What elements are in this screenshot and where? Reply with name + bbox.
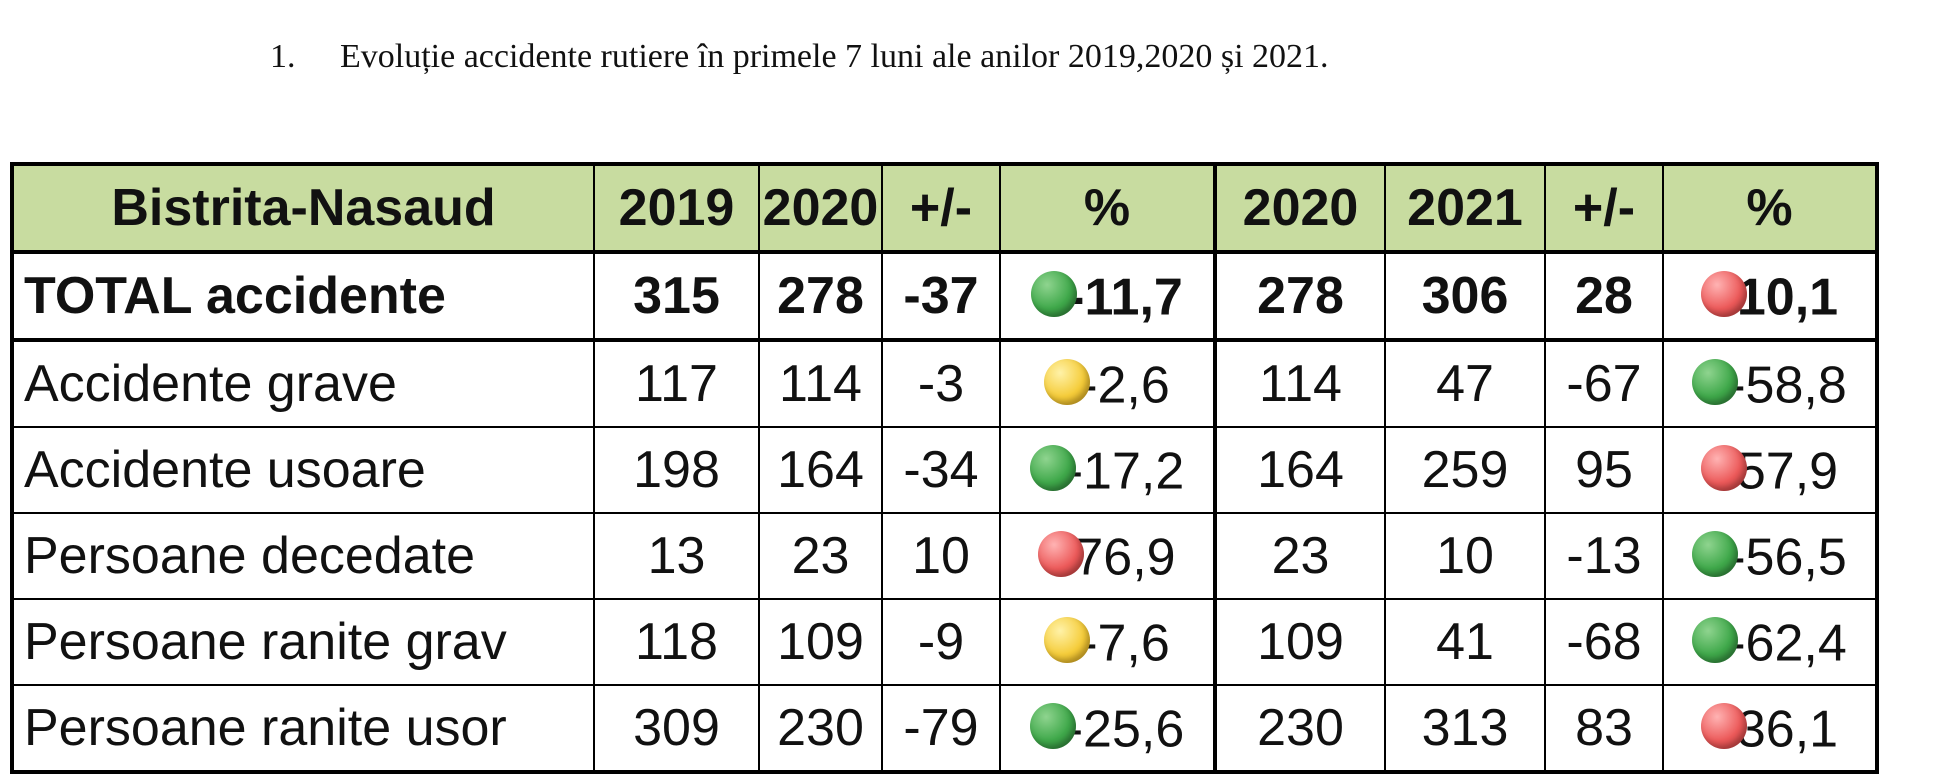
value-2019: 13: [593, 512, 760, 600]
value-2020-a: 164: [758, 426, 883, 514]
percent-value: 10,1: [1736, 268, 1839, 327]
table-row: TOTAL accidente 315 278 -37 -11,7 278 306 28 10,…: [11, 251, 1878, 342]
row-label: Accidente grave: [11, 339, 595, 428]
percent-a: -17,2: [999, 426, 1217, 514]
header-year-2021: 2021: [1384, 163, 1546, 254]
yellow-indicator-icon: [1044, 616, 1091, 663]
percent-value: -25,6: [1065, 700, 1185, 759]
header-year-2020-a: 2020: [758, 163, 883, 254]
red-indicator-icon: [1700, 270, 1747, 317]
green-indicator-icon: [1692, 358, 1739, 405]
header-diff-a: +/-: [881, 163, 1001, 254]
table-row: Accidente grave 117 114 -3 -2,6 114 47 -67 -58,8: [11, 339, 1878, 428]
percent-b: 10,1: [1662, 251, 1878, 342]
value-2021: 10: [1384, 512, 1546, 600]
percent-b: 57,9: [1662, 426, 1878, 514]
table-header-row: Bistrita-Nasaud 2019 2020 +/- % 2020 202…: [11, 163, 1878, 254]
percent-a: -25,6: [999, 684, 1217, 773]
diff-b: -13: [1544, 512, 1664, 600]
percent-value: -7,6: [1080, 614, 1170, 673]
percent-b: -62,4: [1662, 598, 1878, 686]
value-2020-b: 164: [1214, 426, 1386, 514]
value-2020-a: 230: [758, 684, 883, 773]
percent-value: -17,2: [1065, 442, 1185, 501]
heading-text: Evoluție accidente rutiere în primele 7 …: [340, 38, 1329, 75]
value-2019: 315: [593, 251, 760, 342]
percent-value: -56,5: [1728, 528, 1847, 587]
table-row: Persoane ranite usor 309 230 -79 -25,6 230 313…: [11, 684, 1878, 773]
percent-value: -11,7: [1067, 268, 1183, 327]
percent-a: 76,9: [999, 512, 1217, 600]
percent-value: 36,1: [1736, 700, 1839, 759]
table-row: Accidente usoare 198 164 -34 -17,2 164 259 95 57…: [11, 426, 1878, 514]
diff-b: 95: [1544, 426, 1664, 514]
diff-b: -68: [1544, 598, 1664, 686]
percent-a: -11,7: [999, 251, 1217, 342]
value-2020-a: 278: [758, 251, 883, 342]
value-2019: 198: [593, 426, 760, 514]
diff-a: 10: [881, 512, 1001, 600]
accidents-table: Bistrita-Nasaud 2019 2020 +/- % 2020 202…: [10, 162, 1879, 774]
percent-value: -58,8: [1728, 356, 1847, 415]
table-row: Persoane decedate 13 23 10 76,9 23 10 -13 -56,5: [11, 512, 1878, 600]
percent-b: -56,5: [1662, 512, 1878, 600]
percent-value: -2,6: [1080, 356, 1170, 415]
red-indicator-icon: [1700, 444, 1747, 491]
header-county: Bistrita-Nasaud: [11, 163, 595, 254]
percent-value: 76,9: [1074, 528, 1176, 587]
red-indicator-icon: [1038, 530, 1085, 577]
header-year-2019: 2019: [593, 163, 760, 254]
green-indicator-icon: [1031, 270, 1078, 317]
value-2020-b: 114: [1214, 339, 1386, 428]
red-indicator-icon: [1700, 702, 1747, 749]
diff-a: -3: [881, 339, 1001, 428]
diff-a: -79: [881, 684, 1001, 773]
header-year-2020-b: 2020: [1214, 163, 1386, 254]
value-2020-b: 230: [1214, 684, 1386, 773]
diff-a: -37: [881, 251, 1001, 342]
percent-b: 36,1: [1662, 684, 1878, 773]
value-2021: 41: [1384, 598, 1546, 686]
diff-b: 28: [1544, 251, 1664, 342]
header-percent-b: %: [1662, 163, 1878, 254]
row-label: Persoane ranite grav: [11, 598, 595, 686]
value-2020-a: 114: [758, 339, 883, 428]
value-2021: 47: [1384, 339, 1546, 428]
value-2021: 306: [1384, 251, 1546, 342]
percent-value: 57,9: [1736, 442, 1839, 501]
row-label: Accidente usoare: [11, 426, 595, 514]
diff-a: -9: [881, 598, 1001, 686]
diff-b: 83: [1544, 684, 1664, 773]
diff-a: -34: [881, 426, 1001, 514]
green-indicator-icon: [1692, 616, 1739, 663]
value-2020-a: 23: [758, 512, 883, 600]
value-2020-b: 109: [1214, 598, 1386, 686]
green-indicator-icon: [1029, 702, 1076, 749]
value-2021: 313: [1384, 684, 1546, 773]
yellow-indicator-icon: [1044, 358, 1091, 405]
value-2020-b: 278: [1214, 251, 1386, 342]
value-2019: 117: [593, 339, 760, 428]
percent-a: -7,6: [999, 598, 1217, 686]
value-2019: 309: [593, 684, 760, 773]
value-2021: 259: [1384, 426, 1546, 514]
header-percent-a: %: [999, 163, 1217, 254]
row-label: Persoane ranite usor: [11, 684, 595, 773]
row-label: Persoane decedate: [11, 512, 595, 600]
green-indicator-icon: [1029, 444, 1076, 491]
document-heading: 1. Evoluție accidente rutiere în primele …: [270, 38, 1329, 76]
percent-b: -58,8: [1662, 339, 1878, 428]
header-diff-b: +/-: [1544, 163, 1664, 254]
percent-value: -62,4: [1728, 614, 1847, 673]
value-2020-a: 109: [758, 598, 883, 686]
row-label: TOTAL accidente: [11, 251, 595, 342]
diff-b: -67: [1544, 339, 1664, 428]
table-row: Persoane ranite grav 118 109 -9 -7,6 109 41 -68…: [11, 598, 1878, 686]
value-2019: 118: [593, 598, 760, 686]
heading-number: 1.: [270, 38, 296, 75]
green-indicator-icon: [1692, 530, 1739, 577]
value-2020-b: 23: [1214, 512, 1386, 600]
percent-a: -2,6: [999, 339, 1217, 428]
